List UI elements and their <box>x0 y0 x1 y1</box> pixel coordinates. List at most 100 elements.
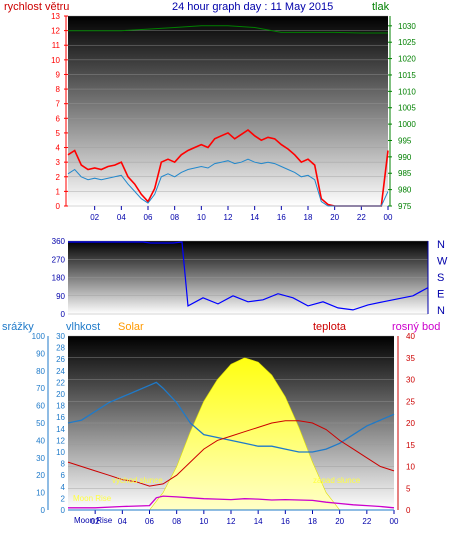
x-tick-label: 00 <box>384 213 393 222</box>
pressure-tick-label: 1025 <box>398 38 416 47</box>
pressure-axis-title: tlak <box>372 1 390 13</box>
x-tick-label: 08 <box>170 213 179 222</box>
wind-tick-label: 0 <box>56 202 61 211</box>
x-tick-label: 08 <box>172 517 181 526</box>
humidity-tick-label: 28 <box>56 344 65 353</box>
rain-tick-label: 50 <box>36 419 45 428</box>
x-tick-label: 06 <box>144 213 153 222</box>
rain-tick-label: 80 <box>36 367 45 376</box>
temp-tick-label: 20 <box>406 419 415 428</box>
rain-axis-title: srážky <box>2 321 34 333</box>
wind-tick-label: 1 <box>56 187 61 196</box>
rain-tick-label: 40 <box>36 436 45 445</box>
humidity-tick-label: 22 <box>56 378 65 387</box>
series-wind_direction <box>68 241 429 311</box>
wind-tick-label: 2 <box>56 173 61 182</box>
wind-tick-label: 13 <box>51 12 60 21</box>
direction-tick-label: 90 <box>56 292 65 301</box>
x-tick-label: 12 <box>224 213 233 222</box>
wind-tick-label: 7 <box>56 100 61 109</box>
humidity-tick-label: 0 <box>61 506 66 515</box>
direction-tick-label: 270 <box>52 255 66 264</box>
pressure-tick-label: 990 <box>398 153 412 162</box>
pressure-tick-label: 1015 <box>398 71 416 80</box>
temp-tick-label: 15 <box>406 441 415 450</box>
direction-compass-label: S <box>437 272 444 284</box>
x-tick-label: 18 <box>304 213 313 222</box>
moonrise-label-2: Moon Rise <box>74 516 113 525</box>
pressure-tick-label: 995 <box>398 136 412 145</box>
rain-tick-label: 90 <box>36 349 45 358</box>
humidity-tick-label: 4 <box>61 483 66 492</box>
temp-tick-label: 25 <box>406 397 415 406</box>
rain-tick-label: 10 <box>36 489 45 498</box>
x-tick-label: 20 <box>330 213 339 222</box>
humidity-tick-label: 10 <box>56 448 65 457</box>
humidity-tick-label: 6 <box>61 471 66 480</box>
humidity-tick-label: 16 <box>56 413 65 422</box>
series-dewpoint <box>68 495 395 509</box>
direction-tick-label: 180 <box>52 274 66 283</box>
wind-axis-title: rychlost větru <box>4 1 69 13</box>
rain-tick-label: 0 <box>41 506 46 515</box>
x-tick-label: 00 <box>390 517 399 526</box>
humidity-tick-label: 12 <box>56 436 65 445</box>
page-title: 24 hour graph day : 11 May 2015 <box>172 1 333 13</box>
sunset-label: západ slunce <box>313 476 361 485</box>
x-tick-label: 16 <box>277 213 286 222</box>
pressure-tick-label: 1005 <box>398 104 416 113</box>
x-tick-label: 02 <box>91 517 100 526</box>
solar-axis-title: Solar <box>118 321 144 333</box>
wind-panel-background <box>68 16 388 206</box>
pressure-tick-label: 1000 <box>398 120 416 129</box>
temp-tick-label: 30 <box>406 376 415 385</box>
temp-tick-label: 10 <box>406 463 415 472</box>
sunrise-label: východ slunce <box>112 476 163 485</box>
x-tick-label: 22 <box>357 213 366 222</box>
direction-tick-label: 0 <box>61 310 66 319</box>
x-tick-label: 14 <box>254 517 263 526</box>
series-temperature <box>67 420 395 487</box>
temp-tick-label: 5 <box>406 484 411 493</box>
x-tick-label: 02 <box>90 213 99 222</box>
wind-tick-label: 8 <box>56 85 61 94</box>
wind-tick-label: 6 <box>56 114 61 123</box>
humidity-axis-title: vlhkost <box>66 321 100 333</box>
humidity-tick-label: 18 <box>56 402 65 411</box>
wind-tick-label: 10 <box>51 56 60 65</box>
wind-tick-label: 3 <box>56 158 61 167</box>
humidity-tick-label: 20 <box>56 390 65 399</box>
humidity-tick-label: 8 <box>61 460 66 469</box>
temp-tick-label: 40 <box>406 332 415 341</box>
pressure-tick-label: 975 <box>398 202 412 211</box>
humidity-tick-label: 2 <box>61 494 66 503</box>
x-tick-label: 16 <box>281 517 290 526</box>
series-pressure <box>68 25 388 34</box>
temperature-axis-title: teplota <box>313 321 347 333</box>
x-tick-label: 20 <box>335 517 344 526</box>
direction-compass-label: N <box>437 239 445 251</box>
pressure-tick-label: 1030 <box>398 22 416 31</box>
x-tick-label: 12 <box>227 517 236 526</box>
series-wind_avg <box>67 158 389 207</box>
rain-tick-label: 30 <box>36 454 45 463</box>
wind-tick-label: 12 <box>51 27 60 36</box>
wind-tick-label: 5 <box>56 129 61 138</box>
weather-chart: 0510152025303540024681012141618202224262… <box>32 332 416 526</box>
humidity-tick-label: 26 <box>56 355 65 364</box>
temp-tick-label: 35 <box>406 354 415 363</box>
x-tick-label: 04 <box>117 213 126 222</box>
humidity-tick-label: 24 <box>56 367 65 376</box>
x-tick-label: 04 <box>118 517 127 526</box>
moonrise-label: Moon Rise <box>73 494 112 503</box>
direction-tick-label: 360 <box>52 237 66 246</box>
wind-tick-label: 9 <box>56 70 61 79</box>
x-tick-label: 18 <box>308 517 317 526</box>
rain-tick-label: 20 <box>36 471 45 480</box>
humidity-tick-label: 30 <box>56 332 65 341</box>
x-tick-label: 14 <box>250 213 259 222</box>
pressure-tick-label: 985 <box>398 169 412 178</box>
direction-compass-label: E <box>437 289 444 301</box>
